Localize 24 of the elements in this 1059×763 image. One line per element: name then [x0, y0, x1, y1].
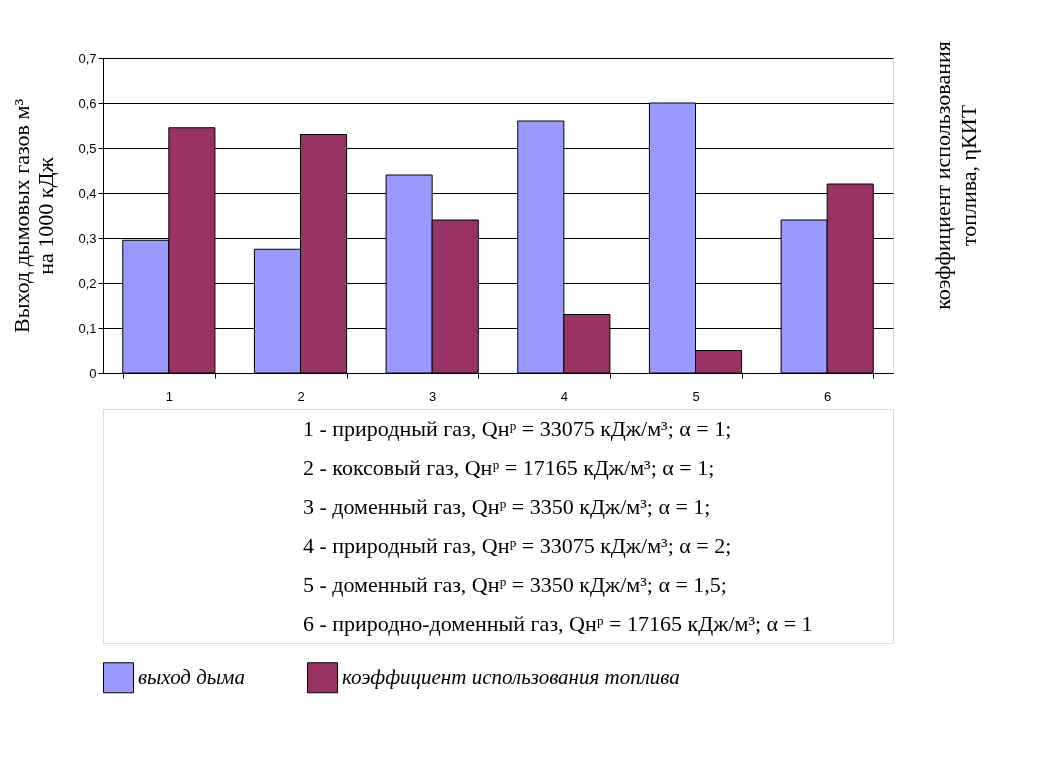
- y-tick-label: 0,6: [78, 95, 97, 111]
- text: 6 - природно-доменный газ, Qнᵖ = 17165 кДж/м³; α = 1: [303, 610, 813, 636]
- y-tick-label: 0: [89, 365, 97, 381]
- text: 5 - доменный газ, Qнᵖ = 3350 кДж/м³; α = 1,5;: [303, 571, 727, 597]
- text: 3 - доменный газ, Qнᵖ = 3350 кДж/м³; α = 1;: [303, 493, 711, 519]
- legend-label: выход дыма: [138, 664, 245, 689]
- y-tick-label: 0,3: [78, 230, 97, 246]
- legend-label: коэффициент использования топлива: [342, 664, 680, 689]
- y-tick-label: 0,7: [78, 50, 97, 66]
- y2-axis-title: коэффициент использования топлива, ηКИТ: [930, 41, 981, 310]
- y-tick-label: 0,4: [78, 185, 97, 201]
- y-tick-label: 0,1: [78, 320, 97, 336]
- text: 1 - природный газ, Qнᵖ = 33075 кДж/м³; α = 1;: [303, 415, 732, 441]
- y-tick-label: 0,5: [78, 140, 97, 156]
- x-tick-label: 3: [429, 388, 437, 404]
- y-axis-title: Выход дымовых газов м³ на 1000 кДж: [9, 98, 59, 333]
- text: 2 - коксовый газ, Qнᵖ = 17165 кДж/м³; α = 1;: [303, 454, 715, 480]
- x-tick-label: 2: [297, 388, 305, 404]
- x-tick-label: 4: [560, 388, 568, 404]
- x-tick-label: 6: [824, 388, 832, 404]
- text: 4 - природный газ, Qнᵖ = 33075 кДж/м³; α = 2;: [303, 532, 732, 558]
- y-tick-label: 0,2: [78, 275, 97, 291]
- x-tick-label: 1: [165, 388, 173, 404]
- x-tick-label: 5: [692, 388, 700, 404]
